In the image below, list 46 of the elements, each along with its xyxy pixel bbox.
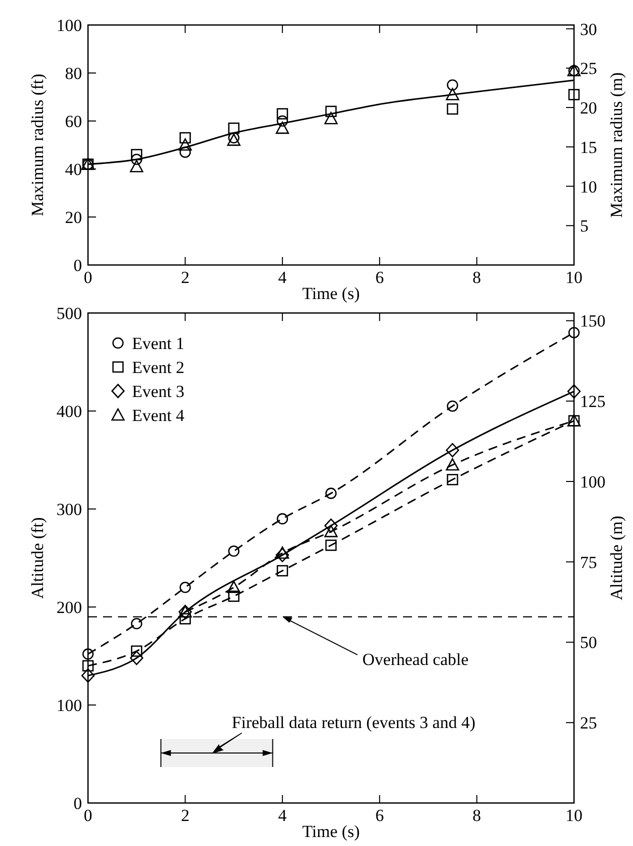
- y-tick-label: 500: [56, 304, 82, 323]
- x-tick-label: 8: [472, 268, 482, 287]
- y2-axis-title: Altitude (m): [607, 516, 626, 600]
- y-tick-label: 400: [56, 402, 82, 421]
- y-tick-label: 40: [65, 160, 82, 179]
- y-tick-label: 80: [65, 64, 82, 83]
- y-tick-label: 100: [56, 16, 82, 35]
- y2-tick-label: 25: [580, 714, 597, 733]
- y-tick-label: 100: [56, 696, 82, 715]
- x-tick-label: 10: [566, 268, 582, 287]
- x-axis-title: Time (s): [302, 822, 360, 841]
- x-axis-title: Time (s): [302, 284, 360, 303]
- y2-tick-label: 30: [580, 20, 597, 39]
- x-tick-label: 4: [278, 806, 288, 825]
- band-label: Fireball data return (events 3 and 4): [232, 713, 476, 732]
- y2-tick-label: 100: [580, 472, 606, 492]
- ref-line-label: Overhead cable: [362, 650, 469, 669]
- y-tick-label: 300: [56, 500, 82, 519]
- y2-tick-label: 50: [580, 633, 597, 652]
- y2-tick-label: 20: [580, 98, 597, 118]
- x-tick-label: 6: [375, 806, 384, 825]
- y-axis-title: Maximum radius (ft): [28, 74, 47, 216]
- y2-tick-label: 5: [580, 216, 588, 236]
- legend-label: Event 3: [132, 382, 184, 401]
- y2-tick-label: 10: [580, 177, 597, 196]
- y2-tick-label: 75: [580, 552, 597, 572]
- x-tick-label: 2: [180, 268, 190, 287]
- x-tick-label: 8: [472, 806, 482, 825]
- y2-tick-label: 15: [580, 138, 597, 157]
- legend-label: Event 1: [132, 334, 184, 353]
- y2-axis-title: Maximum radius (m): [607, 72, 626, 218]
- y-tick-label: 200: [56, 598, 82, 617]
- x-tick-label: 2: [180, 806, 190, 825]
- y-tick-label: 0: [74, 794, 82, 813]
- y-tick-label: 0: [74, 256, 82, 275]
- x-tick-label: 4: [278, 268, 288, 287]
- y2-tick-label: 25: [580, 59, 597, 78]
- y2-tick-label: 125: [580, 392, 606, 412]
- y-tick-label: 20: [65, 208, 82, 227]
- legend-label: Event 4: [132, 406, 185, 425]
- y-axis-title: Altitude (ft): [28, 517, 47, 599]
- legend-label: Event 2: [132, 358, 184, 377]
- y2-tick-label: 150: [580, 312, 606, 331]
- y-tick-label: 60: [65, 112, 82, 131]
- x-tick-label: 10: [566, 806, 582, 825]
- x-tick-label: 6: [375, 268, 384, 287]
